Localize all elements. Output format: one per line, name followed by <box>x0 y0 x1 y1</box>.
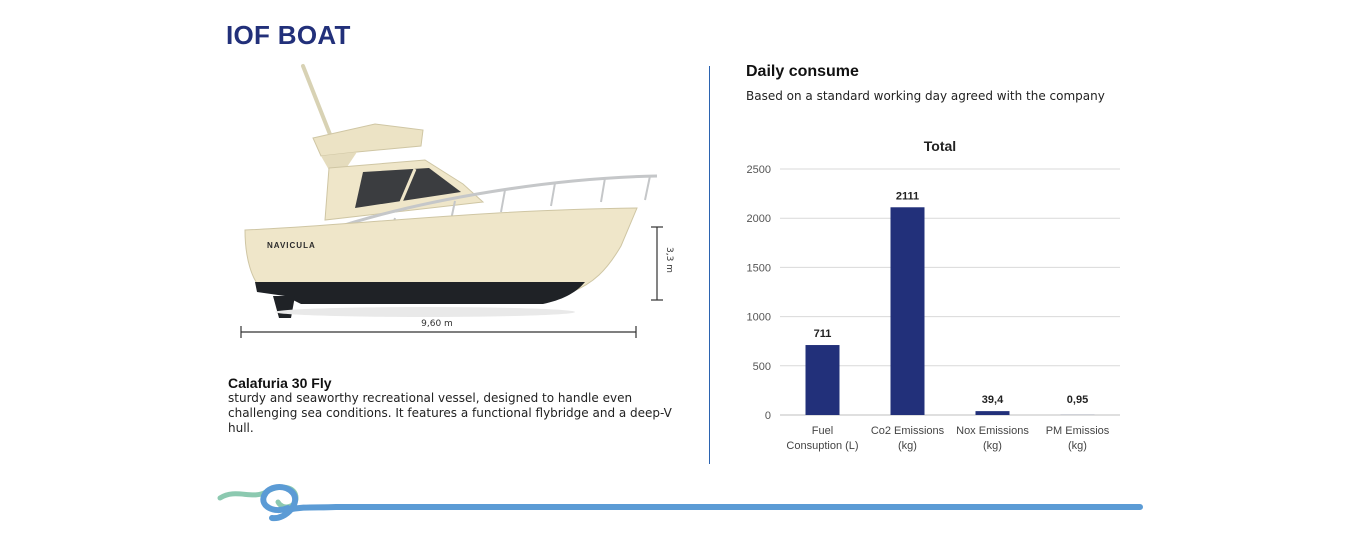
consume-title: Daily consume <box>746 63 859 80</box>
bar-value-label: 39,4 <box>982 394 1004 406</box>
wave-blue-line <box>283 504 1143 513</box>
y-tick-label: 500 <box>753 361 771 373</box>
x-tick-label: PM Emissios <box>1046 425 1110 437</box>
chart-svg: Total 0 500 1000 1500 2000 2500 711 Fuel Consupt… <box>747 138 1120 452</box>
x-tick-label: Consuption (L) <box>786 440 858 452</box>
y-tick-label: 1000 <box>747 312 771 324</box>
boat-antenna <box>301 64 335 144</box>
boat-hull <box>244 207 638 293</box>
boat-hull-label: NAVICULA <box>267 241 316 250</box>
y-tick-label: 2500 <box>747 164 771 176</box>
page-title: IOF BOAT <box>226 20 351 50</box>
x-tick-label: Fuel <box>812 425 833 437</box>
consume-chart: Total 0 500 1000 1500 2000 2500 711 Fuel Consupt… <box>730 128 1130 463</box>
x-tick-label: Co2 Emissions <box>871 425 945 437</box>
section-divider <box>709 66 710 464</box>
boat-railing <box>328 174 658 232</box>
boat-hull-bottom <box>255 282 585 304</box>
bar <box>890 207 925 415</box>
consume-subtitle: Based on a standard working day agreed w… <box>746 89 1105 103</box>
x-tick-label: (kg) <box>898 440 917 452</box>
boat-illustration: NAVICULA 3,3 m 9,60 m <box>225 60 695 350</box>
x-tick-label: (kg) <box>1068 440 1087 452</box>
chart-title: Total <box>924 138 956 154</box>
bar <box>805 345 840 415</box>
boat-description: sturdy and seaworthy recreational vessel… <box>228 391 672 435</box>
bar-value-label: 711 <box>814 328 832 340</box>
boat-name: Calafuria 30 Fly <box>228 375 332 391</box>
bar-value-label: 0,95 <box>1067 394 1088 406</box>
x-tick-label: Nox Emissions <box>956 425 1029 437</box>
y-tick-label: 1500 <box>747 262 771 274</box>
decorative-wave <box>216 478 1146 528</box>
x-tick-label: (kg) <box>983 440 1002 452</box>
y-tick-label: 0 <box>765 410 771 422</box>
bar <box>975 411 1010 415</box>
bar-value-label: 2111 <box>896 190 919 202</box>
y-tick-label: 2000 <box>747 213 771 225</box>
boat-height-label: 3,3 m <box>664 247 674 273</box>
boat-length-label: 9,60 m <box>421 319 453 329</box>
